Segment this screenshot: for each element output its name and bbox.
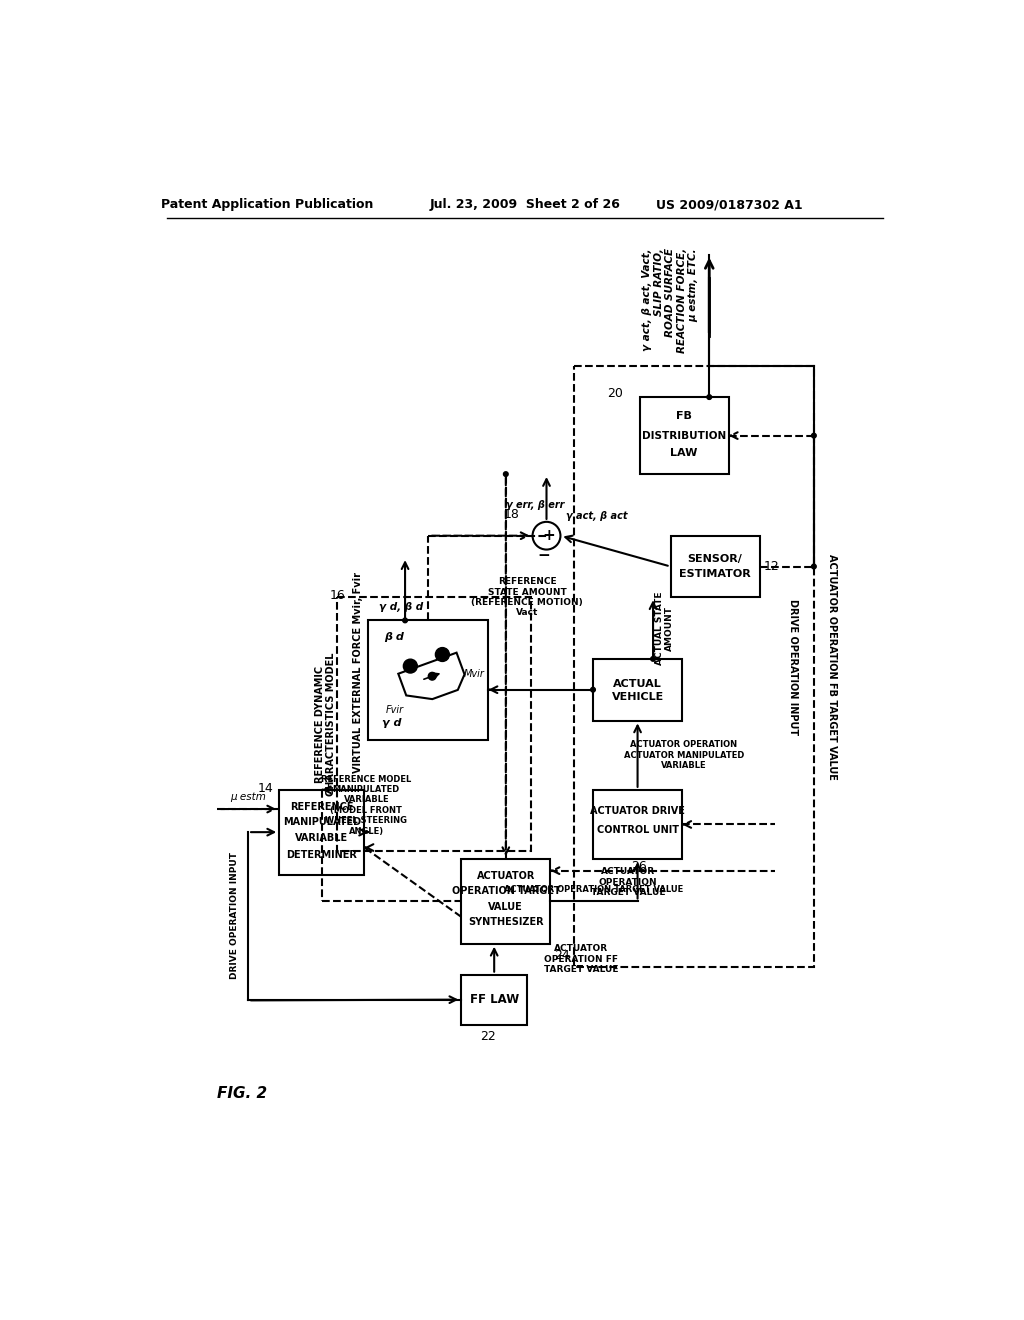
Text: γ act, β act: γ act, β act — [566, 511, 628, 521]
Text: Mvir: Mvir — [464, 669, 484, 678]
Text: ACTUATOR OPERATION
ACTUATOR MANIPULATED
VARIABLE: ACTUATOR OPERATION ACTUATOR MANIPULATED … — [624, 741, 744, 770]
Text: β d: β d — [384, 632, 403, 643]
Text: 14: 14 — [258, 781, 273, 795]
Bar — [461, 859, 550, 944]
Text: ACTUATOR: ACTUATOR — [476, 871, 535, 880]
Circle shape — [504, 471, 508, 477]
Text: SENSOR/: SENSOR/ — [688, 554, 742, 564]
Text: MANIPULATED: MANIPULATED — [283, 817, 360, 828]
Text: VALUE: VALUE — [488, 902, 523, 912]
Text: Fvir: Fvir — [385, 705, 403, 715]
Text: ACTUATOR
OPERATION
TARGET VALUE: ACTUATOR OPERATION TARGET VALUE — [591, 867, 666, 898]
Circle shape — [650, 656, 655, 661]
Text: ACTUAL: ACTUAL — [613, 678, 662, 689]
Text: ESTIMATOR: ESTIMATOR — [679, 569, 751, 579]
Bar — [671, 536, 760, 597]
Circle shape — [812, 433, 816, 438]
Text: γ act, β act, Vact,
SLIP RATIO,
ROAD SURFACE
REACTION FORCE,
μ estm, ETC.: γ act, β act, Vact, SLIP RATIO, ROAD SUR… — [642, 248, 698, 354]
Bar — [369, 620, 488, 739]
Text: FIG. 2: FIG. 2 — [217, 1086, 267, 1101]
Text: FB: FB — [676, 412, 692, 421]
Circle shape — [435, 648, 450, 661]
Circle shape — [532, 521, 560, 549]
Text: γ d: γ d — [382, 718, 401, 727]
Text: ACTUAL STATE
AMOUNT: ACTUAL STATE AMOUNT — [655, 591, 675, 665]
Text: VARIABLE: VARIABLE — [295, 833, 348, 842]
Text: DISTRIBUTION: DISTRIBUTION — [642, 430, 726, 441]
Text: ACTUATOR OPERATION TARGET VALUE: ACTUATOR OPERATION TARGET VALUE — [505, 886, 684, 895]
Text: −: − — [538, 548, 551, 564]
Bar — [461, 974, 527, 1024]
Text: REFERENCE
STATE AMOUNT
(REFERENCE MOTION)
Vact: REFERENCE STATE AMOUNT (REFERENCE MOTION… — [471, 577, 583, 618]
Text: VIRTUAL EXTERNAL FORCE Mvir, Fvir: VIRTUAL EXTERNAL FORCE Mvir, Fvir — [353, 572, 364, 774]
Circle shape — [403, 659, 418, 673]
Bar — [573, 367, 814, 966]
Text: Patent Application Publication: Patent Application Publication — [162, 198, 374, 211]
Text: 24: 24 — [554, 949, 570, 962]
Circle shape — [428, 672, 436, 680]
Text: DRIVE OPERATION INPUT: DRIVE OPERATION INPUT — [230, 853, 240, 979]
Bar — [593, 789, 682, 859]
Text: CONTROL UNIT: CONTROL UNIT — [597, 825, 679, 834]
Circle shape — [402, 618, 408, 623]
Text: VEHICLE: VEHICLE — [611, 693, 664, 702]
Circle shape — [707, 395, 712, 400]
Text: REFERENCE MODEL
MANIPULATED
VARIABLE
(MODEL FRONT
WHEEL STEERING
ANGLE): REFERENCE MODEL MANIPULATED VARIABLE (MO… — [322, 775, 412, 836]
Text: REFERENCE: REFERENCE — [290, 801, 353, 812]
Text: 26: 26 — [632, 861, 647, 874]
Text: ACTUATOR DRIVE: ACTUATOR DRIVE — [590, 807, 685, 816]
Text: SYNTHESIZER: SYNTHESIZER — [468, 917, 544, 927]
Text: γ d, β d: γ d, β d — [379, 602, 423, 611]
Text: REFERENCE DYNAMIC
CHARACTERISTICS MODEL: REFERENCE DYNAMIC CHARACTERISTICS MODEL — [314, 652, 337, 796]
Text: 20: 20 — [607, 387, 623, 400]
Text: +: + — [543, 528, 555, 544]
Text: DETERMINER: DETERMINER — [287, 850, 357, 861]
Circle shape — [812, 564, 816, 569]
Text: μ estm: μ estm — [230, 792, 266, 803]
Text: 18: 18 — [504, 508, 519, 521]
Text: Jul. 23, 2009  Sheet 2 of 26: Jul. 23, 2009 Sheet 2 of 26 — [429, 198, 621, 211]
Bar — [337, 597, 531, 851]
Bar — [593, 659, 682, 721]
Bar — [640, 397, 729, 474]
Text: LAW: LAW — [671, 447, 697, 458]
Text: OPERATION TARGET: OPERATION TARGET — [452, 887, 560, 896]
Text: 22: 22 — [480, 1030, 497, 1043]
Text: 16: 16 — [330, 589, 345, 602]
Text: 12: 12 — [763, 560, 779, 573]
Text: ACTUATOR OPERATION FB TARGET VALUE: ACTUATOR OPERATION FB TARGET VALUE — [826, 553, 837, 780]
Text: γ err, β err: γ err, β err — [506, 500, 564, 510]
Circle shape — [591, 688, 595, 692]
Text: ACTUATOR
OPERATION FF
TARGET VALUE: ACTUATOR OPERATION FF TARGET VALUE — [544, 944, 618, 974]
Text: US 2009/0187302 A1: US 2009/0187302 A1 — [655, 198, 802, 211]
Text: FF LAW: FF LAW — [470, 993, 519, 1006]
Bar — [280, 789, 365, 875]
Text: DRIVE OPERATION INPUT: DRIVE OPERATION INPUT — [787, 598, 798, 735]
